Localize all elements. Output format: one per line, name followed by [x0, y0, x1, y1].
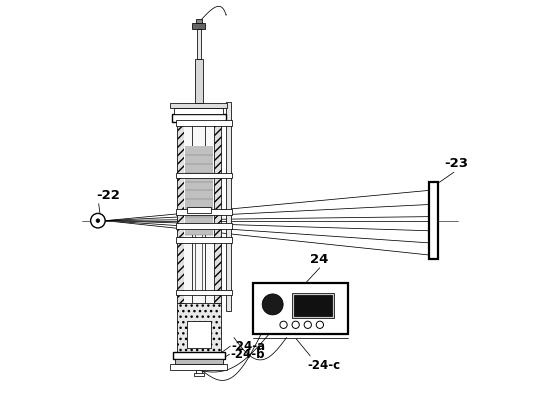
Bar: [194, 373, 204, 376]
Bar: [175, 359, 223, 364]
Circle shape: [90, 213, 105, 228]
Bar: [170, 103, 228, 108]
Text: -24-a: -24-a: [231, 340, 265, 353]
Bar: [176, 303, 221, 352]
Bar: [176, 209, 233, 215]
Circle shape: [280, 321, 287, 328]
Bar: [253, 283, 348, 334]
Bar: [429, 182, 438, 259]
Bar: [173, 352, 225, 359]
Bar: [292, 293, 334, 318]
Bar: [185, 146, 213, 235]
Bar: [176, 173, 233, 178]
Bar: [176, 237, 233, 243]
Bar: [294, 295, 332, 316]
Text: 24: 24: [310, 253, 329, 266]
Bar: [186, 321, 211, 348]
Bar: [197, 28, 201, 59]
Circle shape: [316, 321, 324, 328]
Bar: [176, 290, 233, 295]
Text: -24-c: -24-c: [308, 359, 341, 372]
Circle shape: [262, 294, 283, 315]
Circle shape: [96, 219, 100, 222]
Circle shape: [304, 321, 311, 328]
Text: -23: -23: [444, 157, 468, 170]
Bar: [174, 108, 224, 114]
Bar: [193, 23, 205, 28]
Bar: [184, 122, 214, 303]
Bar: [171, 114, 226, 122]
Bar: [176, 120, 233, 126]
Bar: [176, 122, 184, 303]
Bar: [176, 223, 233, 229]
Bar: [170, 364, 228, 370]
Bar: [186, 207, 211, 213]
Bar: [195, 59, 203, 103]
Circle shape: [292, 321, 299, 328]
Bar: [214, 122, 221, 303]
Text: -24-b: -24-b: [230, 348, 265, 361]
Bar: [195, 19, 202, 23]
Bar: [226, 102, 231, 311]
Text: -22: -22: [96, 190, 120, 202]
